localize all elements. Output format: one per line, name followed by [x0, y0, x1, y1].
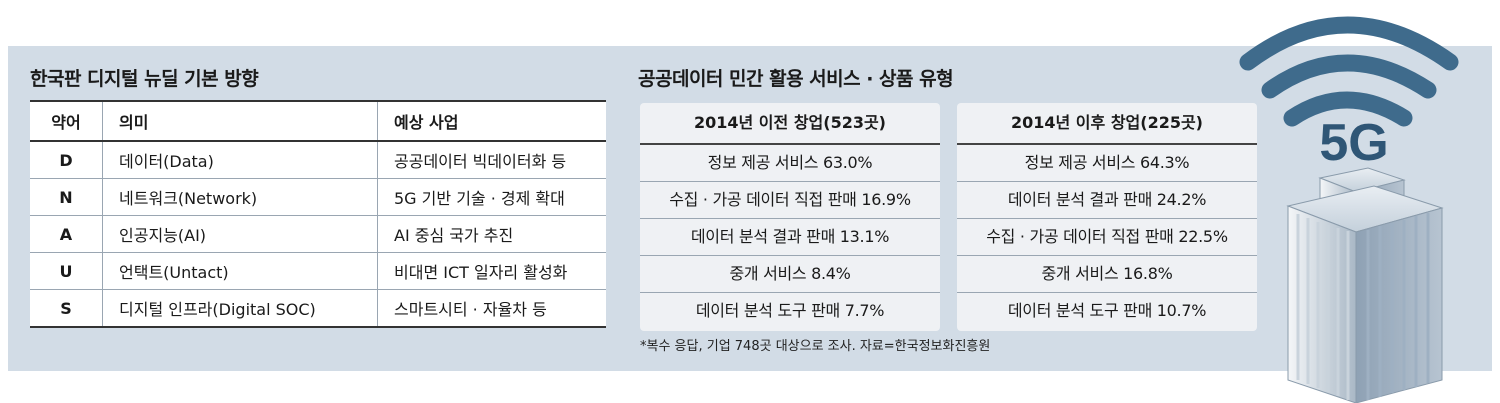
table-row: D 데이터(Data) 공공데이터 빅데이터화 등: [30, 141, 606, 179]
row-meaning: 네트워크(Network): [102, 178, 378, 216]
5g-building-illustration: 5G: [1239, 16, 1459, 403]
list-item: 데이터 분석 결과 판매 24.2%: [957, 182, 1257, 219]
row-meaning: 언택트(Untact): [102, 252, 378, 290]
row-abbr: A: [30, 215, 103, 253]
row-abbr: U: [30, 252, 103, 290]
row-project: 공공데이터 빅데이터화 등: [377, 141, 606, 179]
list-item: 데이터 분석 결과 판매 13.1%: [640, 219, 940, 256]
table-row: S 디지털 인프라(Digital SOC) 스마트시티 · 자율차 등: [30, 289, 606, 328]
list-item: 정보 제공 서비스 64.3%: [957, 145, 1257, 182]
row-project: AI 중심 국가 추진: [377, 215, 606, 253]
row-abbr: D: [30, 141, 103, 179]
row-abbr: S: [30, 289, 103, 328]
table-row: N 네트워크(Network) 5G 기반 기술 · 경제 확대: [30, 178, 606, 216]
source-note: *복수 응답, 기업 748곳 대상으로 조사. 자료=한국정보화진흥원: [640, 339, 991, 354]
5g-label: 5G: [1319, 114, 1388, 172]
row-project: 스마트시티 · 자율차 등: [377, 289, 606, 328]
header-meaning: 의미: [102, 100, 378, 142]
signal-wave-icon: [1239, 16, 1459, 127]
row-meaning: 인공지능(AI): [102, 215, 378, 253]
after-2014-header: 2014년 이후 창업(225곳): [957, 103, 1257, 145]
before-2014-header: 2014년 이전 창업(523곳): [640, 103, 940, 145]
row-abbr: N: [30, 178, 103, 216]
table-row: U 언택트(Untact) 비대면 ICT 일자리 활성화: [30, 252, 606, 290]
after-2014-column: 2014년 이후 창업(225곳) 정보 제공 서비스 64.3% 데이터 분석…: [957, 103, 1257, 331]
row-project: 5G 기반 기술 · 경제 확대: [377, 178, 606, 216]
right-section-title: 공공데이터 민간 활용 서비스 · 상품 유형: [638, 68, 954, 90]
header-project: 예상 사업: [377, 100, 606, 142]
row-meaning: 데이터(Data): [102, 141, 378, 179]
list-item: 중개 서비스 16.8%: [957, 256, 1257, 293]
table-row: A 인공지능(AI) AI 중심 국가 추진: [30, 215, 606, 253]
list-item: 수집 · 가공 데이터 직접 판매 22.5%: [957, 219, 1257, 256]
row-project: 비대면 ICT 일자리 활성화: [377, 252, 606, 290]
header-abbr: 약어: [30, 100, 103, 142]
before-2014-column: 2014년 이전 창업(523곳) 정보 제공 서비스 63.0% 수집 · 가…: [640, 103, 940, 331]
list-item: 중개 서비스 8.4%: [640, 256, 940, 293]
list-item: 수집 · 가공 데이터 직접 판매 16.9%: [640, 182, 940, 219]
row-meaning: 디지털 인프라(Digital SOC): [102, 289, 378, 328]
left-section-title: 한국판 디지털 뉴딜 기본 방향: [30, 68, 259, 90]
table-header-row: 약어 의미 예상 사업: [30, 100, 606, 142]
list-item: 데이터 분석 도구 판매 10.7%: [1007, 301, 1207, 320]
new-deal-table: 약어 의미 예상 사업 D 데이터(Data) 공공데이터 빅데이터화 등 N …: [30, 100, 606, 328]
list-item: 데이터 분석 도구 판매 7.7%: [695, 301, 885, 320]
building-icon: [1286, 167, 1444, 403]
list-item: 정보 제공 서비스 63.0%: [640, 145, 940, 182]
